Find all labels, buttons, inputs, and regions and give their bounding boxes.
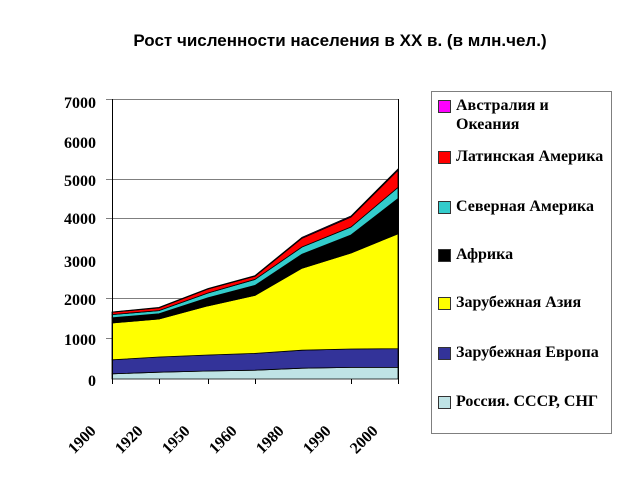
area-Зарубежная Азия (111, 233, 399, 361)
swatch-icon (438, 249, 451, 262)
legend-item-europe: Зарубежная Европа (438, 343, 616, 362)
legend-item-australia: Австралия и Океания (438, 96, 616, 134)
legend-item-asia: Зарубежная Азия (438, 293, 616, 312)
swatch-icon (438, 396, 451, 409)
y-tick-7000: 7000 (64, 95, 96, 112)
legend-item-north-america: Северная Америка (438, 197, 616, 216)
legend-item-latin-america: Латинская Америка (438, 147, 616, 166)
legend-label: Зарубежная Азия (456, 294, 582, 311)
legend: Австралия и Океания Латинская Америка Се… (431, 91, 612, 434)
swatch-icon (438, 347, 451, 360)
swatch-icon (438, 201, 451, 214)
chart-title: Рост численности населения в XX в. (в мл… (133, 31, 547, 50)
y-tick-0: 0 (88, 373, 96, 390)
legend-label: Россия. СССР, СНГ (456, 393, 599, 410)
y-tick-2000: 2000 (64, 292, 96, 309)
axes (112, 99, 399, 384)
y-tick-6000: 6000 (64, 135, 96, 152)
legend-item-russia: Россия. СССР, СНГ (438, 392, 616, 411)
y-tick-4000: 4000 (64, 211, 96, 228)
legend-label: Северная Америка (456, 198, 595, 215)
legend-label: Австралия и Океания (456, 97, 549, 133)
area-series (111, 168, 399, 380)
legend-label: Зарубежная Европа (456, 344, 599, 361)
y-tick-3000: 3000 (64, 254, 96, 271)
y-tick-1000: 1000 (64, 332, 96, 349)
swatch-icon (438, 100, 451, 113)
swatch-icon (438, 151, 451, 164)
legend-label: Африка (456, 246, 514, 263)
swatch-icon (438, 297, 451, 310)
y-tick-5000: 5000 (64, 173, 96, 190)
legend-label: Латинская Америка (456, 148, 604, 165)
legend-item-africa: Африка (438, 245, 616, 264)
